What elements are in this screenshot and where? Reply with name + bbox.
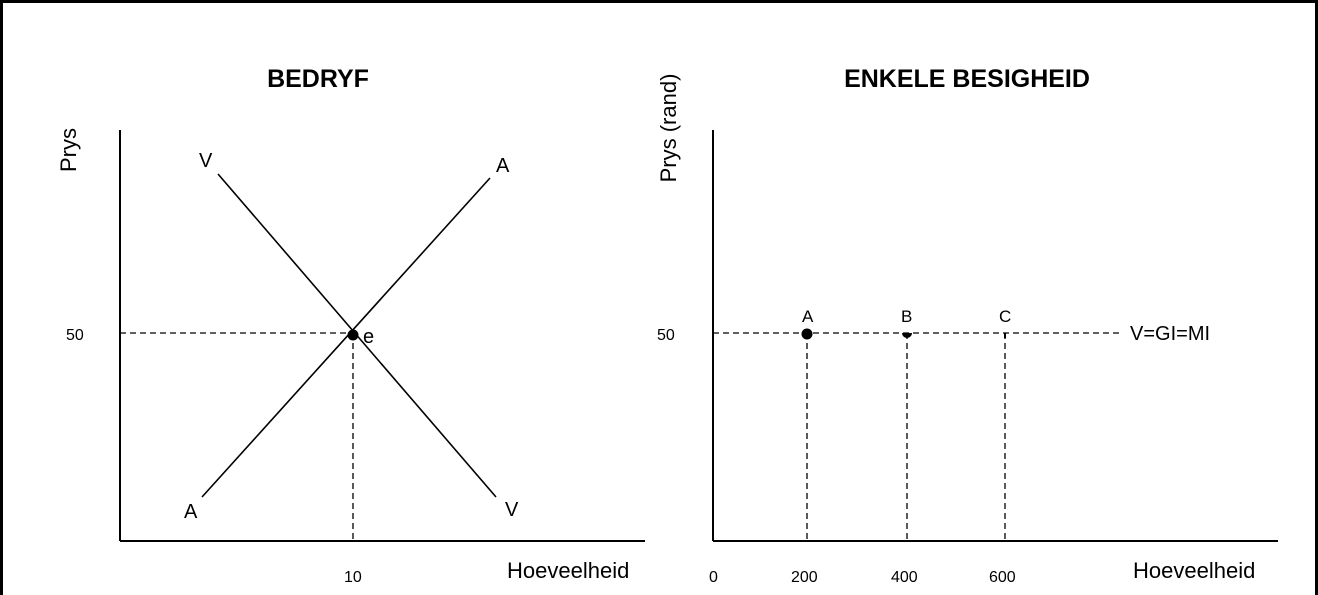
firm-price-line-label: V=GI=MI <box>1130 323 1210 345</box>
supply-label-top: A <box>496 155 510 177</box>
firm-x-axis-label: Hoeveelheid <box>1133 558 1255 583</box>
firm-x-tick-200: 200 <box>791 569 818 586</box>
firm-point-a-marker <box>801 328 813 340</box>
firm-x-tick-600: 600 <box>989 569 1016 586</box>
supply-label-bottom: A <box>184 501 198 523</box>
firm-x-tick-400: 400 <box>891 569 918 586</box>
firm-x-tick-0: 0 <box>709 569 718 586</box>
equilibrium-label: e <box>363 326 374 348</box>
firm-point-b-label: B <box>901 307 912 326</box>
industry-panel: BEDRYF Prys e V V A A 50 10 Hoeveelheid <box>56 65 645 586</box>
firm-point-c-label: C <box>999 307 1011 326</box>
industry-title: BEDRYF <box>267 65 369 93</box>
demand-label-top: V <box>199 150 213 172</box>
firm-panel: ENKELE BESIGHEID Prys (rand) V=GI=MI A B… <box>656 65 1278 586</box>
firm-point-b-marker <box>902 333 912 338</box>
industry-equilibrium-point <box>347 329 359 341</box>
industry-x-axis-label: Hoeveelheid <box>507 558 629 583</box>
industry-price-tick: 50 <box>66 327 84 344</box>
firm-title: ENKELE BESIGHEID <box>844 65 1090 93</box>
demand-label-bottom: V <box>505 499 519 521</box>
firm-y-axis-label: Prys (rand) <box>656 74 681 183</box>
industry-y-axis-label: Prys <box>56 128 81 172</box>
industry-quantity-tick: 10 <box>344 569 362 586</box>
firm-price-tick: 50 <box>657 327 675 344</box>
industry-supply-curve <box>201 177 491 498</box>
firm-point-a-label: A <box>802 307 814 326</box>
